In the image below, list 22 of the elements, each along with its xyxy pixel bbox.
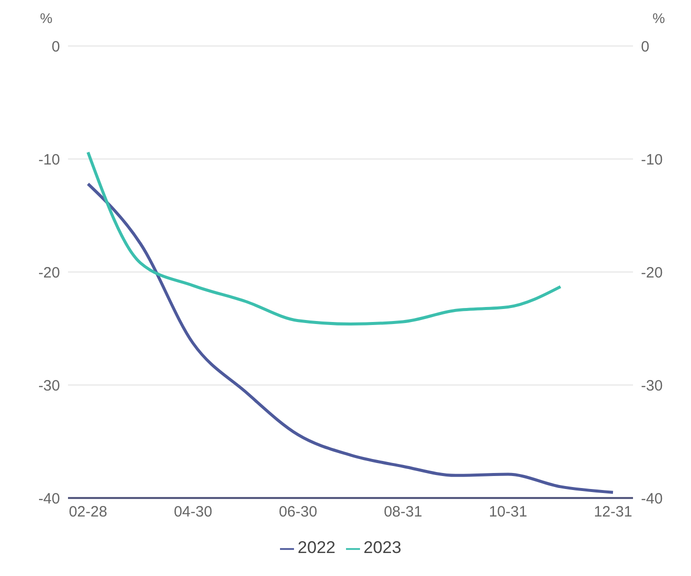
y2-tick-label: -20 [641,264,663,282]
x-tick-label: 02-28 [68,504,108,521]
x-tick-label: 06-30 [278,504,318,521]
x-tick-label: 12-31 [594,504,632,521]
y-tick-label: -10 [38,151,60,168]
line-series [86,182,614,494]
y-axis-title: % [40,10,52,26]
y-tick-label: -40 [38,490,60,508]
y2-tick-label: -10 [641,151,663,168]
x-tick-label: 04-30 [174,504,212,521]
y-tick-label: -30 [38,377,60,394]
y2-tick-label: -30 [641,377,663,394]
y2-axis-title: % [652,10,665,26]
y2-tick-label: 0 [641,38,650,56]
x-tick-label: 10-31 [488,504,528,521]
x-tick-label: 08-31 [384,504,422,521]
legend-label: 2023 [364,538,402,557]
y-tick-label: -20 [38,264,60,282]
legend-label: 2022 [298,538,336,557]
line-series [86,150,562,326]
y-tick-label: 0 [52,38,60,56]
y2-tick-label: -40 [641,490,663,508]
